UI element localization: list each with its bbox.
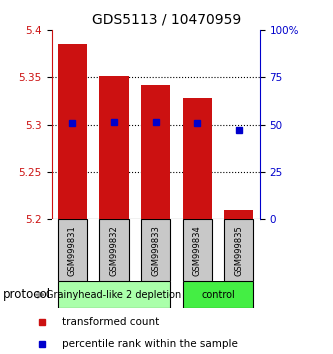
Bar — [224, 219, 253, 281]
Bar — [58, 219, 87, 281]
Text: GSM999832: GSM999832 — [110, 225, 119, 276]
Text: Grainyhead-like 2 depletion: Grainyhead-like 2 depletion — [46, 290, 182, 300]
Text: GSM999831: GSM999831 — [68, 225, 77, 276]
Text: protocol: protocol — [3, 288, 52, 301]
Bar — [141, 219, 170, 281]
Text: GSM999835: GSM999835 — [234, 225, 243, 276]
Bar — [224, 210, 253, 219]
Bar — [58, 44, 87, 219]
Bar — [183, 219, 212, 281]
Text: percentile rank within the sample: percentile rank within the sample — [62, 339, 238, 349]
Text: GDS5113 / 10470959: GDS5113 / 10470959 — [92, 12, 241, 27]
Text: control: control — [201, 290, 235, 300]
Bar — [100, 75, 129, 219]
Text: transformed count: transformed count — [62, 317, 159, 327]
Text: GSM999834: GSM999834 — [193, 225, 202, 276]
Bar — [100, 219, 129, 281]
Text: GSM999833: GSM999833 — [151, 225, 160, 276]
Bar — [183, 281, 253, 308]
Bar — [141, 85, 170, 219]
Bar — [58, 281, 170, 308]
Bar — [183, 98, 212, 219]
